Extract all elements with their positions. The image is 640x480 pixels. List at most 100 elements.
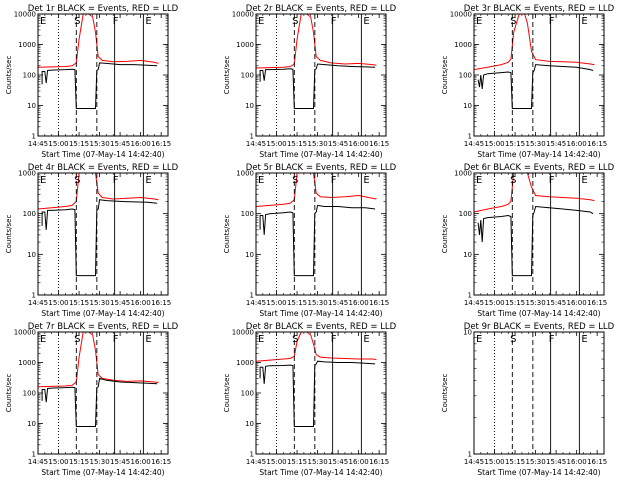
x-axis-label: Start Time (07-May-14 14:42:40) [477,309,600,318]
marker-label-e: E [363,175,369,186]
y-tick-label: 1000 [236,170,254,178]
marker-label-e: E [581,175,587,186]
panel-title: Det 7r BLACK = Events, RED = LLD [28,322,179,332]
x-tick-label: 15:30 [525,458,545,466]
panel-title: Det 5r BLACK = Events, RED = LLD [246,163,397,173]
x-tick-label: 15:30 [525,299,545,307]
x-tick-label: 15:00 [484,299,504,307]
y-tick-label: 10 [27,420,36,428]
y-tick-label: 10 [245,102,254,110]
y-tick-label: 100 [459,72,472,80]
series-events-line [41,377,158,427]
marker-label: F [549,175,555,186]
plot-frame [255,331,387,455]
detector-panel-9: Det 9r BLACK = Events, RED = LLD Counts/s… [441,322,615,477]
x-tick-label: 14:45 [28,458,48,466]
series-events-line [259,360,376,427]
y-tick-label: 1 [32,451,36,459]
x-tick-label: 16:15 [369,299,389,307]
plot-frame [473,172,605,296]
x-tick-label: 16:00 [567,140,587,148]
y-axis-label: Counts/sec [5,215,13,254]
x-axis-label: Start Time (07-May-14 14:42:40) [259,468,382,477]
x-tick-label: 16:15 [369,458,389,466]
x-tick-label: 14:45 [246,140,266,148]
y-tick-label: 1000 [454,41,472,49]
panel-title: Det 1r BLACK = Events, RED = LLD [28,4,179,14]
panel-title: Det 6r BLACK = Events, RED = LLD [464,163,615,173]
x-axis-label: Start Time (07-May-14 14:42:40) [477,150,600,159]
marker-label-e: E [363,334,369,345]
plot-frame [255,13,387,137]
y-tick-label: 1 [32,292,36,300]
marker-label-e: E [145,334,151,345]
x-tick-label: 15:30 [307,458,327,466]
detector-panel-4: Det 4r BLACK = Events, RED = LLD Counts/s… [5,163,179,318]
y-tick-label: 10000 [232,11,254,19]
y-tick-label: 1 [250,451,254,459]
y-tick-label: 1000 [18,170,36,178]
x-tick-label: 15:00 [266,140,286,148]
marker-label-e: E [581,334,587,345]
marker-label: F [331,16,337,27]
detector-panel-3: Det 3r BLACK = Events, RED = LLD Counts/s… [441,4,615,159]
detector-panel-2: Det 2r BLACK = Events, RED = LLD Counts/s… [223,4,397,159]
y-tick-label: 10000 [14,329,36,337]
series-lld-line [473,13,595,71]
x-tick-label: 14:45 [464,299,484,307]
y-tick-label: 1 [468,292,472,300]
x-axis-label: Start Time (07-May-14 14:42:40) [41,150,164,159]
marker-label-e: E [40,16,46,27]
detector-panel-8: Det 8r BLACK = Events, RED = LLD Counts/s… [223,322,397,477]
y-axis-label: Counts/sec [441,215,449,254]
x-axis-label: Start Time (07-May-14 14:42:40) [259,309,382,318]
y-tick-label: 10 [463,251,472,259]
y-tick-label: 10 [27,102,36,110]
y-tick-label: 10 [245,251,254,259]
x-tick-label: 15:15 [69,299,89,307]
y-tick-label: 10 [463,329,472,337]
x-tick-label: 16:15 [587,299,607,307]
x-tick-label: 14:45 [28,299,48,307]
x-tick-label: 14:45 [464,458,484,466]
x-tick-label: 16:15 [151,458,171,466]
x-tick-label: 15:45 [328,299,348,307]
series-lld-line [255,13,377,69]
x-tick-label: 15:00 [484,140,504,148]
x-tick-label: 16:00 [131,140,151,148]
plot-frame [473,13,605,137]
marker-label-e: E [40,334,46,345]
marker-label: S [74,16,80,27]
y-tick-label: 1000 [236,41,254,49]
y-tick-label: 10000 [14,11,36,19]
marker-label-e: E [145,16,151,27]
x-tick-label: 15:15 [505,140,525,148]
x-tick-label: 15:15 [505,458,525,466]
y-tick-label: 10 [463,102,472,110]
marker-label: S [510,175,516,186]
y-tick-label: 100 [23,72,36,80]
marker-label: F [549,16,555,27]
x-tick-label: 15:30 [89,299,109,307]
marker-label: S [292,334,298,345]
y-axis-label: Counts/sec [223,56,231,95]
x-tick-label: 15:15 [287,140,307,148]
x-tick-label: 14:45 [464,140,484,148]
x-tick-label: 15:30 [89,458,109,466]
plot-frame [37,172,169,296]
marker-label: S [74,334,80,345]
marker-label: F [113,16,119,27]
y-tick-label: 1000 [18,41,36,49]
detector-panel-6: Det 6r BLACK = Events, RED = LLD Counts/s… [441,163,615,318]
marker-label-e: E [476,175,482,186]
x-axis-label: Start Time (07-May-14 14:42:40) [41,468,164,477]
y-tick-label: 100 [241,210,254,218]
y-tick-label: 10000 [232,329,254,337]
y-tick-label: 1 [32,133,36,141]
x-tick-label: 15:30 [307,140,327,148]
x-tick-label: 16:15 [587,140,607,148]
x-axis-label: Start Time (07-May-14 14:42:40) [41,309,164,318]
y-tick-label: 100 [23,390,36,398]
marker-label-e: E [145,175,151,186]
